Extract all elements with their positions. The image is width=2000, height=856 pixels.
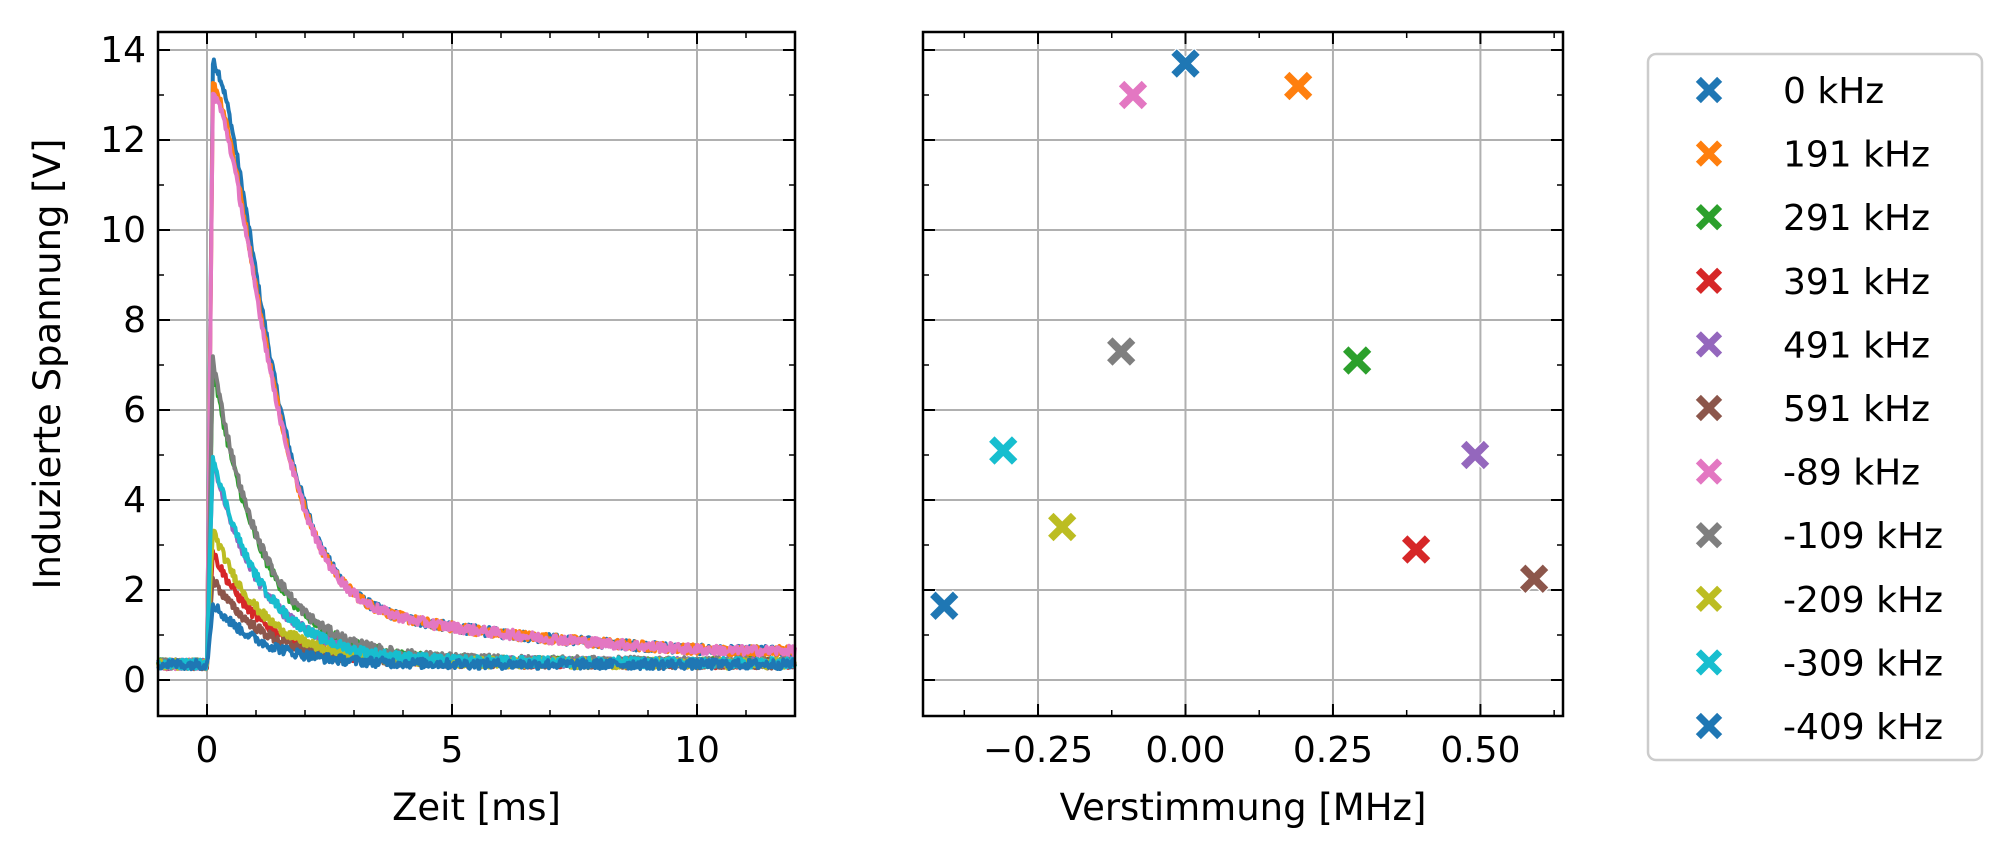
point-591-kHz bbox=[1518, 562, 1550, 595]
point--89-kHz bbox=[1117, 79, 1149, 111]
legend-label: -409 kHz bbox=[1783, 707, 1943, 748]
left-y-tick-label: 6 bbox=[123, 390, 146, 431]
legend-marker bbox=[1694, 583, 1724, 614]
voltage-traces bbox=[156, 57, 797, 672]
right-x-tick-label: −0.25 bbox=[983, 730, 1093, 771]
legend-label: 391 kHz bbox=[1783, 262, 1930, 303]
right-x-tick-label: 0.00 bbox=[1145, 730, 1225, 771]
point-191-kHz bbox=[1282, 70, 1314, 102]
legend-entry: 391 kHz bbox=[1694, 262, 1930, 303]
left-x-tick-label: 10 bbox=[674, 730, 720, 771]
legend-marker bbox=[1694, 329, 1724, 360]
left-ticks: 0 5 10 0 2 4 6 8 10 12 14 bbox=[100, 30, 796, 771]
legend-marker bbox=[1694, 75, 1724, 105]
legend-marker bbox=[1694, 711, 1724, 741]
legend-marker bbox=[1694, 647, 1724, 678]
left-axes-frame bbox=[156, 30, 797, 718]
legend-marker bbox=[1694, 138, 1724, 169]
legend-entry: 591 kHz bbox=[1694, 389, 1930, 430]
point-291-kHz bbox=[1341, 344, 1373, 377]
legend-entry: -109 kHz bbox=[1694, 516, 1943, 557]
right-ticks: −0.25 0.00 0.25 0.50 bbox=[923, 32, 1563, 771]
left-y-tick-label: 0 bbox=[123, 660, 146, 701]
point-391-kHz bbox=[1400, 533, 1432, 566]
legend-label: 291 kHz bbox=[1783, 198, 1930, 239]
legend-marker bbox=[1694, 202, 1724, 233]
point-0-kHz bbox=[1169, 47, 1202, 80]
left-x-tick-label: 5 bbox=[441, 730, 464, 771]
left-grid bbox=[158, 32, 795, 716]
legend-label: -89 kHz bbox=[1783, 453, 1920, 494]
right-x-tick-label: 0.50 bbox=[1440, 730, 1520, 771]
legend-label: -209 kHz bbox=[1783, 580, 1943, 621]
legend-entry: 491 kHz bbox=[1694, 325, 1930, 366]
trace--409-kHz bbox=[156, 602, 797, 672]
scatter-points bbox=[928, 47, 1550, 622]
legend-frame bbox=[1646, 52, 1984, 762]
left-x-axis-label: Zeit [ms] bbox=[392, 786, 561, 829]
left-y-tick-label: 4 bbox=[123, 480, 146, 521]
legend-entry: -309 kHz bbox=[1694, 643, 1943, 684]
point--409-kHz bbox=[928, 589, 961, 622]
left-y-axis-label: Induzierte Spannung [V] bbox=[26, 139, 69, 590]
left-x-tick-label: 0 bbox=[196, 730, 219, 771]
legend-entry: 191 kHz bbox=[1694, 135, 1930, 176]
detuning-scatter-panel: −0.25 0.00 0.25 0.50 Verstimmung [MHz] bbox=[921, 30, 1565, 829]
right-axes-frame bbox=[921, 30, 1565, 718]
point--109-kHz bbox=[1105, 335, 1138, 368]
legend-marker bbox=[1694, 265, 1724, 296]
legend-label: -109 kHz bbox=[1783, 516, 1943, 557]
left-y-tick-label: 12 bbox=[100, 120, 146, 161]
legend-entry: -89 kHz bbox=[1694, 453, 1920, 494]
legend-label: -309 kHz bbox=[1783, 643, 1943, 684]
right-x-axis-label: Verstimmung [MHz] bbox=[1060, 786, 1427, 829]
legend-label: 0 kHz bbox=[1783, 71, 1884, 112]
trace-191-kHz bbox=[157, 81, 797, 672]
legend-entry: 291 kHz bbox=[1694, 198, 1930, 239]
left-y-tick-label: 8 bbox=[123, 300, 146, 341]
legend-entry: -209 kHz bbox=[1694, 580, 1943, 621]
legend-entry: 0 kHz bbox=[1694, 71, 1884, 112]
time-trace-panel: 0 5 10 0 2 4 6 8 10 12 14 Zeit [ms] Induzierte Spa… bbox=[26, 30, 797, 829]
trace--89-kHz bbox=[156, 91, 797, 672]
point--209-kHz bbox=[1046, 511, 1079, 543]
legend-marker bbox=[1694, 456, 1724, 487]
legend-label: 591 kHz bbox=[1783, 389, 1930, 430]
left-y-tick-label: 10 bbox=[100, 210, 146, 251]
point-491-kHz bbox=[1459, 439, 1491, 471]
legend-items: 0 kHz 191 kHz 291 kHz 391 kHz 491 kHz 591 kHz… bbox=[1694, 71, 1943, 748]
legend: 0 kHz 191 kHz 291 kHz 391 kHz 491 kHz 591 kHz… bbox=[1646, 52, 1984, 762]
right-grid bbox=[923, 32, 1563, 716]
legend-marker bbox=[1694, 393, 1724, 423]
point--309-kHz bbox=[987, 434, 1020, 467]
left-y-tick-label: 2 bbox=[123, 570, 146, 611]
legend-entry: -409 kHz bbox=[1694, 707, 1943, 748]
legend-label: 191 kHz bbox=[1783, 135, 1930, 176]
legend-marker bbox=[1694, 520, 1724, 551]
right-x-tick-label: 0.25 bbox=[1293, 730, 1373, 771]
legend-label: 491 kHz bbox=[1783, 325, 1930, 366]
left-y-tick-label: 14 bbox=[100, 30, 146, 71]
